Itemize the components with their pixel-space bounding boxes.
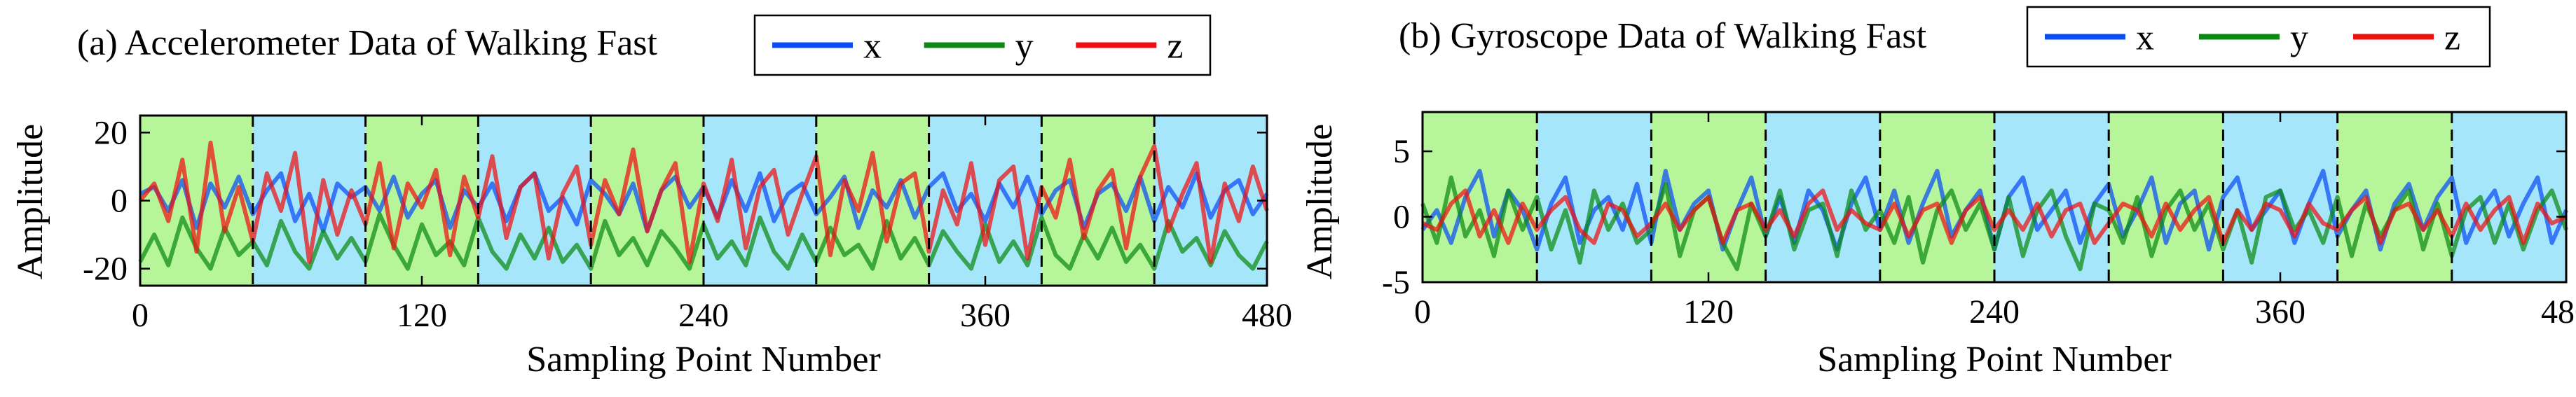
panel-b-legend-label-y: y <box>2290 18 2308 58</box>
panel-b-legend-label-z: z <box>2444 18 2460 58</box>
panel-b-segment-6 <box>2109 112 2224 282</box>
panel-b-xtick-label-2: 240 <box>1969 293 2020 330</box>
panel-a-dividers <box>252 116 1156 286</box>
panel-b-segment-0 <box>1423 112 1537 282</box>
panel-a-xtick-label-3: 360 <box>960 297 1010 334</box>
panel-b-xlabel: Sampling Point Number <box>1817 340 2172 379</box>
panel-a-xtick-label-4: 480 <box>1242 297 1292 334</box>
panel-b-legend-label-x: x <box>2136 18 2154 58</box>
panel-b-segment-3 <box>1765 112 1880 282</box>
panel-b-legend: x y z <box>2026 6 2491 68</box>
panel-b-segments <box>1423 112 2566 282</box>
panel-b-ytick-label-1: 0 <box>1393 199 1410 236</box>
panel-b-series-z <box>1421 188 2568 245</box>
panel-a-ytick-label-1: 0 <box>111 183 128 220</box>
panel-a-xtick-label-0: 0 <box>132 297 149 334</box>
panel-b-xtick-label-4: 480 <box>2541 293 2576 330</box>
panel-b-segment-8 <box>2337 112 2452 282</box>
panel-b-title: (b) Gyroscope Data of Walking Fast <box>1399 16 1927 56</box>
panel-b-ytick-label-0: 5 <box>1393 133 1410 170</box>
panel-b-xtick-label-0: 0 <box>1414 293 1431 330</box>
panel-b-gyroscope: 012024036048050-5 (b) Gyroscope Data of … <box>1300 6 2576 379</box>
panel-a-xtick-label-2: 240 <box>678 297 729 334</box>
panel-a-legend-label-z: z <box>1167 27 1183 67</box>
panel-a-legend-label-y: y <box>1015 27 1034 67</box>
panel-b-xtick-label-1: 120 <box>1683 293 1734 330</box>
panel-a-xtick-label-1: 120 <box>397 297 447 334</box>
panel-a-legend: x y z <box>753 14 1212 76</box>
panel-b-xtick-label-3: 360 <box>2255 293 2306 330</box>
panel-b-ticks: 012024036048050-5 <box>1382 112 2576 330</box>
panel-a-ytick-label-2: -20 <box>83 251 128 288</box>
panel-a-series-z <box>138 140 1269 264</box>
panel-a-ylabel: Amplitude <box>11 124 50 279</box>
panel-b-ylabel: Amplitude <box>1300 124 1340 279</box>
panel-a-title: (a) Accelerometer Data of Walking Fast <box>77 23 658 63</box>
panel-a-segment-6 <box>816 116 929 286</box>
panel-b-ytick-label-2: -5 <box>1382 264 1410 301</box>
panel-a-ytick-label-0: 20 <box>94 114 128 151</box>
panel-b-dividers <box>1535 112 2453 282</box>
panel-b-series <box>1420 169 2568 272</box>
panel-a-legend-label-x: x <box>863 27 882 67</box>
panel-a-xlabel: Sampling Point Number <box>526 340 881 379</box>
